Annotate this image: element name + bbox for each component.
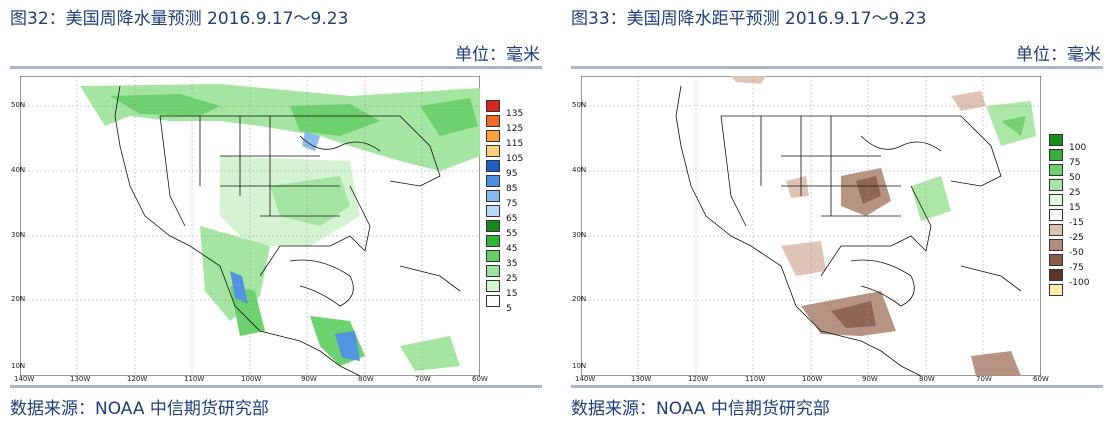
legend-swatch [486, 220, 500, 232]
source-note: 数据来源：NOAA 中信期货研究部 [10, 399, 269, 419]
lon-label: 140W [14, 375, 35, 383]
legend-label: -100 [1069, 278, 1090, 288]
legend-label: 100 [1069, 143, 1087, 153]
source-note: 数据来源：NOAA 中信期货研究部 [571, 399, 830, 419]
lat-label: 50N [11, 101, 26, 109]
lon-label: 80W [358, 375, 374, 383]
map-grid [581, 76, 1041, 376]
legend-swatch [1049, 209, 1063, 221]
legend-swatch [486, 235, 500, 247]
lon-label: 100W [241, 375, 262, 383]
legend-swatch [486, 160, 500, 172]
legend-swatch [486, 205, 500, 217]
lat-label: 30N [572, 231, 587, 239]
legend-label: 105 [506, 154, 524, 164]
legend-label: 25 [1069, 188, 1081, 198]
lon-label: 130W [631, 375, 652, 383]
lat-label: 10N [572, 362, 587, 370]
legend-swatch [1049, 149, 1063, 161]
lon-label: 110W [184, 375, 205, 383]
legend-swatch [486, 145, 500, 157]
lon-label: 120W [688, 375, 709, 383]
legend-swatch [486, 250, 500, 262]
panel-title: 图33：美国周降水距平预测 2016.9.17～9.23 [571, 9, 927, 29]
legend-label: 15 [506, 289, 518, 299]
legend-label: 65 [506, 214, 518, 224]
precip-map: 50N 40N 30N 20N 10N 140W 130W 120W 110W … [11, 76, 488, 383]
legend-label: 35 [506, 259, 518, 269]
legend-swatch [486, 100, 500, 112]
map-grid [20, 76, 480, 376]
legend-swatch [1049, 254, 1063, 266]
legend-swatch [486, 115, 500, 127]
lon-label: 70W [415, 375, 431, 383]
legend-label: -75 [1069, 263, 1084, 273]
lon-label: 130W [70, 375, 91, 383]
lat-label: 10N [11, 362, 26, 370]
legend-label: 75 [506, 199, 518, 209]
legend-label: 75 [1069, 158, 1081, 168]
lon-label: 100W [802, 375, 823, 383]
lat-label: 40N [11, 166, 26, 174]
lon-label: 70W [976, 375, 992, 383]
panel-precip-anomaly: 图33：美国周降水距平预测 2016.9.17～9.23 单位：毫米 [571, 0, 1107, 428]
legend-swatch [486, 190, 500, 202]
legend-label: 135 [506, 109, 524, 119]
map-borders [114, 85, 461, 376]
map-borders [675, 85, 1022, 376]
legend-label: 5 [506, 304, 512, 314]
lon-label: 60W [1033, 375, 1049, 383]
legend-swatch [1049, 194, 1063, 206]
legend-swatch [486, 265, 500, 277]
legend-label: 125 [506, 124, 524, 134]
panel-precip-forecast: 图32：美国周降水量预测 2016.9.17～9.23 单位：毫米 [10, 0, 546, 428]
map-canvas [581, 76, 1041, 376]
divider [10, 66, 542, 69]
legend-label: 115 [506, 139, 524, 149]
legend-swatch [1049, 224, 1063, 236]
legend-swatch [1049, 239, 1063, 251]
legend-swatch [1049, 284, 1063, 296]
lon-label: 90W [301, 375, 317, 383]
legend-label: -50 [1069, 248, 1084, 258]
legend-swatch [1049, 134, 1063, 146]
legend-label: 25 [506, 274, 518, 284]
lat-label: 40N [572, 166, 587, 174]
legend-label: 45 [506, 244, 518, 254]
legend-label: -15 [1069, 218, 1084, 228]
lon-label: 80W [919, 375, 935, 383]
legend-swatch [486, 295, 500, 307]
lat-label: 20N [11, 295, 26, 303]
anomaly-map: 50N 40N 30N 20N 10N 140W 130W 120W 110W … [572, 76, 1049, 383]
lon-label: 90W [862, 375, 878, 383]
legend-label: 85 [506, 184, 518, 194]
legend-swatch [1049, 164, 1063, 176]
unit-label: 单位：毫米 [455, 45, 540, 65]
legend-label: 50 [1069, 173, 1081, 183]
legend-label: 55 [506, 229, 518, 239]
legend-label: 15 [1069, 203, 1081, 213]
lon-label: 110W [745, 375, 766, 383]
divider [571, 66, 1103, 69]
legend-swatch [1049, 269, 1063, 281]
map-canvas [20, 76, 480, 376]
anomaly-shading [731, 76, 1036, 376]
panel-title: 图32：美国周降水量预测 2016.9.17～9.23 [10, 9, 349, 29]
divider [10, 385, 542, 388]
lon-label: 140W [575, 375, 596, 383]
legend-swatch [1049, 179, 1063, 191]
lon-label: 60W [472, 375, 488, 383]
lon-label: 120W [127, 375, 148, 383]
lat-label: 30N [11, 231, 26, 239]
lat-label: 20N [572, 295, 587, 303]
legend-label: 95 [506, 169, 518, 179]
legend-swatch [486, 175, 500, 187]
legend-label: -25 [1069, 233, 1084, 243]
divider [571, 385, 1103, 388]
unit-label: 单位：毫米 [1016, 45, 1101, 65]
lat-label: 50N [572, 101, 587, 109]
legend-swatch [486, 280, 500, 292]
legend-swatch [486, 130, 500, 142]
